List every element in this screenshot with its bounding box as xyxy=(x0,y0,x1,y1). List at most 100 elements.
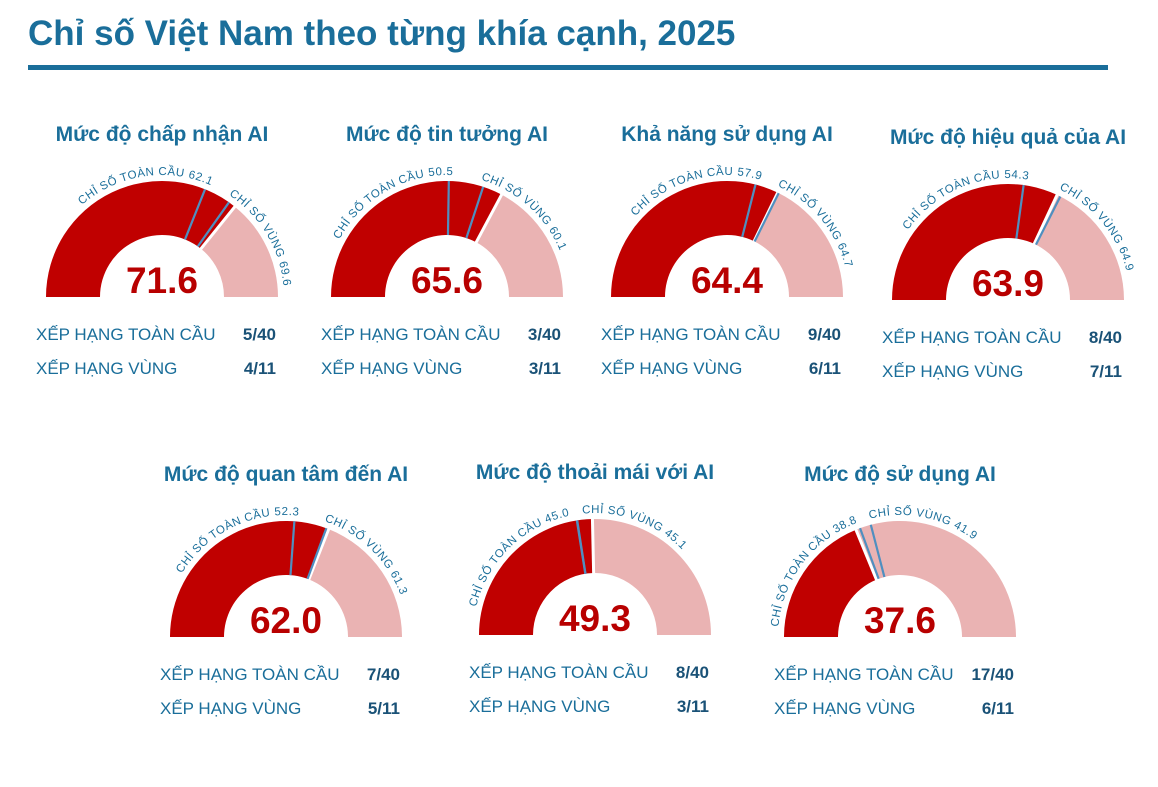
global-index-marker xyxy=(858,527,880,580)
regional-rank-label: XẾP HẠNG VÙNG xyxy=(774,699,916,718)
gauge-chart: CHỈ SỐ TOÀN CẦU38.8 CHỈ SỐ VÙNG41.937.6 xyxy=(769,504,1016,641)
gauge-remainder-arc xyxy=(200,206,278,297)
global-rank-label: XẾP HẠNG TOÀN CẦU xyxy=(36,325,216,344)
gauge-title: Mức độ tin tưởng AI xyxy=(345,123,549,146)
regional-rank-value: 3/11 xyxy=(528,359,561,378)
regional-index-marker xyxy=(753,192,780,242)
gauge-panel: Mức độ sử dụng AI CHỈ SỐ TOÀN CẦU38.8 CHỈ … xyxy=(760,463,1040,763)
global-rank-row: XẾP HẠNG TOÀN CẦU 5/40 xyxy=(36,325,276,347)
global-rank-row: XẾP HẠNG TOÀN CẦU 17/40 xyxy=(774,665,1014,687)
regional-rank-row: XẾP HẠNG VÙNG 6/11 xyxy=(601,359,841,381)
gauge-value: 71.6 xyxy=(126,260,198,301)
gauge-remainder-arc xyxy=(754,192,843,297)
global-index-marker xyxy=(289,521,296,576)
gauge-title: Mức độ hiệu quả của AI xyxy=(889,126,1127,149)
gauge-remainder-arc xyxy=(308,529,402,637)
regional-index-marker xyxy=(1034,195,1062,246)
regional-rank-label: XẾP HẠNG VÙNG xyxy=(882,362,1024,381)
gauge-title: Mức độ sử dụng AI xyxy=(804,463,996,486)
regional-rank-value: 3/11 xyxy=(676,697,709,716)
global-index-marker xyxy=(183,188,207,240)
gauge-value: 62.0 xyxy=(250,600,322,641)
global-rank-label: XẾP HẠNG TOÀN CẦU xyxy=(774,665,954,684)
gauge-panel: Mức độ hiệu quả của AI CHỈ SỐ TOÀN CẦU 54.… xyxy=(868,126,1148,426)
regional-rank-row: XẾP HẠNG VÙNG 6/11 xyxy=(774,699,1014,721)
gauge-value-arc xyxy=(46,181,235,297)
regional-rank-value: 7/11 xyxy=(1089,362,1122,381)
gauge-panel: Mức độ quan tâm đến AI CHỈ SỐ TOÀN CẦU 52.… xyxy=(146,463,426,763)
gauge-panel: Khả năng sử dụng AI CHỈ SỐ TOÀN CẦU 57.9 CH… xyxy=(587,123,867,423)
gauge-value-divider xyxy=(590,517,596,575)
global-index-marker xyxy=(741,184,757,238)
global-rank-label: XẾP HẠNG TOÀN CẦU xyxy=(882,328,1062,347)
regional-rank-row: XẾP HẠNG VÙNG 3/11 xyxy=(321,359,561,381)
regional-index-marker xyxy=(196,201,230,248)
global-index-marker xyxy=(446,180,450,236)
gauge-value-arc xyxy=(892,183,1058,300)
global-rank-value: 9/40 xyxy=(807,325,841,344)
global-index-marker xyxy=(1015,184,1025,239)
gauge-value: 65.6 xyxy=(411,260,483,301)
regional-index-marker xyxy=(869,524,886,578)
regional-rank-label: XẾP HẠNG VÙNG xyxy=(160,699,302,718)
gauge-value: 63.9 xyxy=(972,263,1044,304)
regional-index-marker xyxy=(576,520,587,574)
gauge-value-divider xyxy=(854,528,879,582)
regional-rank-row: XẾP HẠNG VÙNG 7/11 xyxy=(882,362,1122,384)
gauge-title: Mức độ quan tâm đến AI xyxy=(163,463,409,486)
global-rank-row: XẾP HẠNG TOÀN CẦU 8/40 xyxy=(469,663,709,685)
gauge-value: 64.4 xyxy=(691,260,763,301)
gauge-remainder-arc xyxy=(476,194,563,297)
gauge-panel: Mức độ tin tưởng AI CHỈ SỐ TOÀN CẦU 50.5 CH… xyxy=(307,123,587,423)
regional-rank-row: XẾP HẠNG VÙNG 3/11 xyxy=(469,697,709,719)
regional-rank-label: XẾP HẠNG VÙNG xyxy=(469,697,611,716)
global-rank-value: 8/40 xyxy=(1088,328,1122,347)
gauge-remainder-arc xyxy=(592,519,711,635)
page-title: Chỉ số Việt Nam theo từng khía cạnh, 202… xyxy=(28,14,736,53)
gauge-title: Khả năng sử dụng AI xyxy=(621,123,833,146)
title-divider xyxy=(28,65,1108,70)
regional-rank-value: 6/11 xyxy=(981,699,1014,718)
gauge-value: 49.3 xyxy=(559,598,631,639)
regional-index-marker xyxy=(306,527,328,580)
gauge-value-divider xyxy=(474,193,504,244)
gauge-panel: Mức độ thoải mái với AI CHỈ SỐ TOÀN CẦU45… xyxy=(455,461,735,761)
regional-rank-label: XẾP HẠNG VÙNG xyxy=(36,359,178,378)
global-rank-row: XẾP HẠNG TOÀN CẦU 3/40 xyxy=(321,325,561,347)
gauge-value-divider xyxy=(199,204,237,251)
global-rank-value: 8/40 xyxy=(675,663,709,682)
regional-rank-row: XẾP HẠNG VÙNG 5/11 xyxy=(160,699,400,721)
regional-rank-value: 6/11 xyxy=(808,359,841,378)
gauge-value-arc xyxy=(479,519,594,635)
gauge-title: Mức độ thoải mái với AI xyxy=(475,461,715,484)
regional-rank-value: 5/11 xyxy=(367,699,400,718)
gauge-chart: CHỈ SỐ TOÀN CẦU 50.5 CHỈ SỐ VÙNG 60.165.6 xyxy=(331,166,568,301)
gauge-remainder-arc xyxy=(1034,194,1124,300)
gauge-value-arc xyxy=(611,181,778,297)
gauge-value: 37.6 xyxy=(864,600,936,641)
global-rank-label: XẾP HẠNG TOÀN CẦU xyxy=(321,325,501,344)
gauge-value-arc xyxy=(331,181,502,297)
gauge-remainder-arc xyxy=(855,521,1016,637)
global-rank-value: 17/40 xyxy=(971,665,1014,684)
regional-rank-value: 4/11 xyxy=(243,359,276,378)
gauge-panel: Mức độ chấp nhận AI CHỈ SỐ TOÀN CẦU 62.1 CH… xyxy=(22,123,302,423)
gauge-value-arc xyxy=(784,529,877,637)
global-rank-row: XẾP HẠNG TOÀN CẦU 9/40 xyxy=(601,325,841,347)
global-rank-value: 5/40 xyxy=(242,325,276,344)
gauge-chart: CHỈ SỐ TOÀN CẦU45.0 CHỈ SỐ VÙNG45.149.3 xyxy=(467,503,711,639)
global-rank-label: XẾP HẠNG TOÀN CẦU xyxy=(469,663,649,682)
gauge-title: Mức độ chấp nhận AI xyxy=(55,123,269,146)
regional-rank-label: XẾP HẠNG VÙNG xyxy=(601,359,743,378)
gauge-value-arc xyxy=(170,521,329,637)
global-rank-value: 7/40 xyxy=(366,665,400,684)
regional-rank-row: XẾP HẠNG VÙNG 4/11 xyxy=(36,359,276,381)
global-rank-label: XẾP HẠNG TOÀN CẦU xyxy=(160,665,340,684)
global-rank-label: XẾP HẠNG TOÀN CẦU xyxy=(601,325,781,344)
gauge-value-divider xyxy=(1032,193,1059,246)
global-rank-row: XẾP HẠNG TOÀN CẦU 8/40 xyxy=(882,328,1122,350)
